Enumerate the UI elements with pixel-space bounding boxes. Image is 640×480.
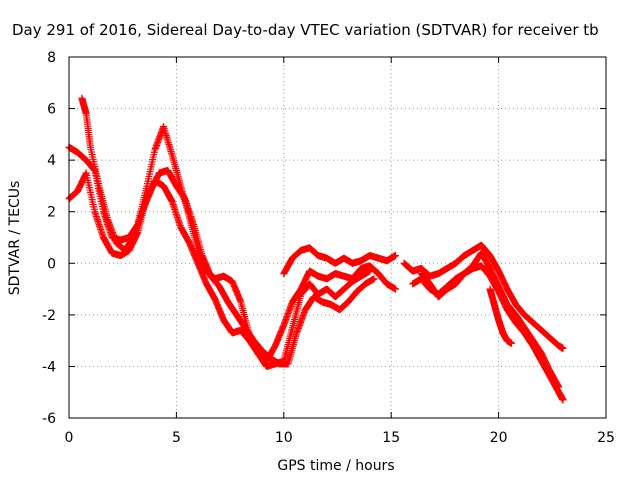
y-tick-label: -4 bbox=[42, 359, 56, 375]
y-tick-label: 8 bbox=[47, 50, 56, 66]
y-axis-label: SDTVAR / TECUs bbox=[7, 181, 23, 296]
y-tick-label: -2 bbox=[42, 308, 56, 324]
data-point bbox=[555, 383, 563, 391]
data-point bbox=[559, 396, 567, 404]
data-series-3 bbox=[65, 169, 399, 365]
x-tick-label: 20 bbox=[490, 430, 508, 446]
grid-lines bbox=[69, 57, 606, 418]
x-tick-label: 10 bbox=[275, 430, 293, 446]
x-axis-label: GPS time / hours bbox=[277, 458, 394, 474]
data-series-8 bbox=[486, 285, 515, 347]
data-point bbox=[391, 285, 399, 293]
data-point bbox=[391, 252, 399, 260]
x-tick-label: 5 bbox=[172, 430, 181, 446]
data-point bbox=[559, 344, 567, 352]
data-series-7 bbox=[417, 249, 563, 391]
y-tick-label: 4 bbox=[47, 153, 56, 169]
data-point bbox=[507, 339, 515, 347]
data-series-5 bbox=[400, 241, 567, 352]
y-tick-label: 6 bbox=[47, 102, 56, 118]
x-tick-label: 25 bbox=[597, 430, 615, 446]
data-points bbox=[65, 94, 567, 404]
data-series-4 bbox=[280, 244, 399, 278]
x-tick-label: 0 bbox=[65, 430, 74, 446]
axis-ticks: 0 5 10 15 20 25 -6 -4 -2 0 2 4 6 8 bbox=[42, 50, 615, 446]
y-tick-label: -6 bbox=[42, 411, 56, 427]
y-tick-label: 0 bbox=[47, 256, 56, 272]
x-tick-label: 15 bbox=[382, 430, 400, 446]
y-tick-label: 2 bbox=[47, 205, 56, 221]
data-point bbox=[370, 275, 378, 283]
plot-area-frame bbox=[68, 56, 607, 419]
chart-title: Day 291 of 2016, Sidereal Day-to-day VTE… bbox=[12, 21, 599, 39]
